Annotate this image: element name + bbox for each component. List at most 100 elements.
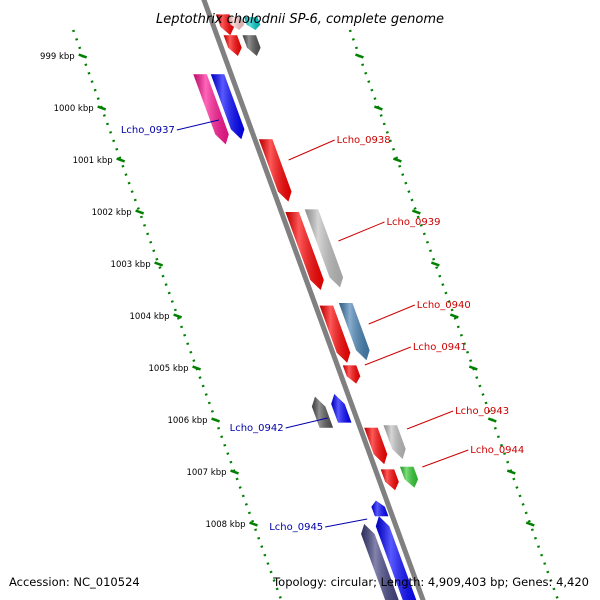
gene-arrow-shading — [319, 305, 351, 363]
gene-label[interactable]: Lcho_0942 — [230, 423, 284, 434]
gene-layer — [193, 14, 419, 600]
tick-label: 1007 kbp — [186, 468, 226, 478]
gene-feature[interactable] — [371, 500, 389, 517]
gene-arrow-shading — [338, 303, 370, 361]
gene-feature[interactable] — [342, 365, 361, 384]
gene-arrow-shading — [244, 17, 261, 30]
gene-label-leader — [422, 449, 469, 468]
gene-arrow-shading — [400, 466, 419, 488]
tick-label: 1002 kbp — [92, 208, 132, 218]
gene-arrow-shading — [361, 524, 399, 600]
genome-backbone — [201, 0, 426, 600]
outer-tick-mark — [430, 261, 440, 267]
gene-arrow-shading — [223, 35, 242, 56]
gene-feature[interactable] — [311, 396, 334, 428]
gene-arrow-shading — [342, 365, 361, 384]
gene-label[interactable]: Lcho_0938 — [337, 135, 391, 146]
gene-feature[interactable] — [331, 394, 352, 423]
gene-feature[interactable] — [338, 303, 370, 361]
gene-label[interactable]: Lcho_0943 — [455, 406, 509, 417]
gene-label[interactable]: Lcho_0939 — [386, 217, 440, 228]
tick-label: 1001 kbp — [73, 156, 113, 166]
outer-track-dots — [348, 29, 560, 600]
gene-label-leader — [325, 518, 368, 528]
gene-arrow-shading — [258, 139, 292, 202]
gene-arrow-shading — [311, 396, 334, 428]
gene-arrow-shading — [285, 212, 324, 290]
tick-mark — [211, 417, 220, 423]
gene-arrow-shading — [331, 394, 352, 423]
gene-arrow-shading — [210, 74, 245, 140]
gene-label[interactable]: Lcho_0940 — [417, 300, 471, 311]
tick-mark — [135, 209, 145, 215]
gene-feature[interactable] — [227, 17, 245, 30]
gene-arrow-shading — [242, 35, 261, 56]
gene-feature[interactable] — [364, 427, 388, 465]
tick-mark — [230, 469, 239, 475]
gene-feature[interactable] — [193, 74, 229, 145]
tick-label: 1006 kbp — [167, 416, 207, 426]
gene-label[interactable]: Lcho_0944 — [470, 445, 524, 456]
tick-mark — [154, 261, 164, 267]
tick-mark — [249, 521, 258, 527]
gene-label-leader — [285, 417, 328, 429]
gene-feature[interactable] — [304, 209, 344, 288]
gene-feature[interactable] — [258, 139, 292, 202]
tick-label: 1004 kbp — [130, 312, 170, 322]
gene-feature[interactable] — [383, 425, 406, 459]
outer-tick-mark — [487, 417, 497, 423]
label-layer: Lcho_0937 Lcho_0938 Lcho_0939 Lcho_0940 Lcho… — [121, 119, 524, 533]
outer-tick-mark — [374, 105, 383, 111]
gene-feature[interactable] — [210, 74, 245, 140]
gene-label-leader — [406, 410, 454, 430]
gene-label[interactable]: Lcho_0937 — [121, 125, 175, 136]
tick-label: 1008 kbp — [205, 520, 245, 530]
outer-tick-mark — [525, 521, 535, 527]
tick-mark — [116, 157, 126, 163]
gene-label-leader — [338, 221, 385, 242]
gene-feature[interactable] — [285, 212, 324, 290]
gene-arrow-shading — [227, 17, 245, 30]
gene-feature[interactable] — [375, 516, 419, 600]
gene-label[interactable]: Lcho_0945 — [269, 522, 323, 533]
genome-summary-text: Topology: circular; Length: 4,909,403 bp… — [272, 575, 589, 589]
gene-label-leader — [176, 119, 219, 131]
gene-arrow-shading — [364, 427, 388, 465]
gene-feature[interactable] — [242, 35, 261, 56]
tick-mark — [97, 105, 107, 111]
gene-label-leader — [368, 304, 415, 325]
gene-arrow-shading — [304, 209, 344, 288]
gene-label-leader — [364, 346, 412, 366]
gene-feature[interactable] — [244, 17, 261, 30]
accession-text: Accession: NC_010524 — [9, 575, 140, 589]
gene-arrow-shading — [380, 469, 399, 491]
gene-feature[interactable] — [380, 469, 399, 491]
gene-arrow-shading — [383, 425, 406, 459]
genome-title: Leptothrix cholodnii SP-6, complete geno… — [156, 12, 444, 27]
ring-layer — [72, 0, 560, 600]
gene-feature[interactable] — [223, 35, 242, 56]
gene-label-leader — [288, 139, 335, 161]
tick-label: 1000 kbp — [54, 104, 94, 114]
tick-layer: 999 kbp 1000 kbp 1001 kbp 1002 kbp 1003 kbp 1… — [40, 52, 535, 530]
outer-tick-mark — [468, 365, 478, 371]
gene-arrow-shading — [371, 500, 389, 517]
tick-label: 1003 kbp — [111, 260, 151, 270]
outer-tick-mark — [449, 313, 459, 319]
outer-tick-mark — [355, 53, 364, 59]
gene-arrow-shading — [375, 516, 417, 600]
outer-tick-mark — [506, 469, 516, 475]
outer-tick-mark — [411, 209, 421, 215]
gene-label[interactable]: Lcho_0941 — [413, 342, 467, 353]
inner-track-dots — [72, 29, 283, 600]
tick-mark — [173, 313, 183, 319]
gene-feature[interactable] — [400, 466, 419, 488]
tick-mark — [192, 365, 201, 371]
tick-label: 999 kbp — [40, 52, 75, 62]
gene-arrow-shading — [193, 74, 229, 145]
gene-feature[interactable] — [361, 524, 401, 600]
gene-feature[interactable] — [319, 305, 351, 363]
outer-tick-mark — [392, 157, 402, 163]
